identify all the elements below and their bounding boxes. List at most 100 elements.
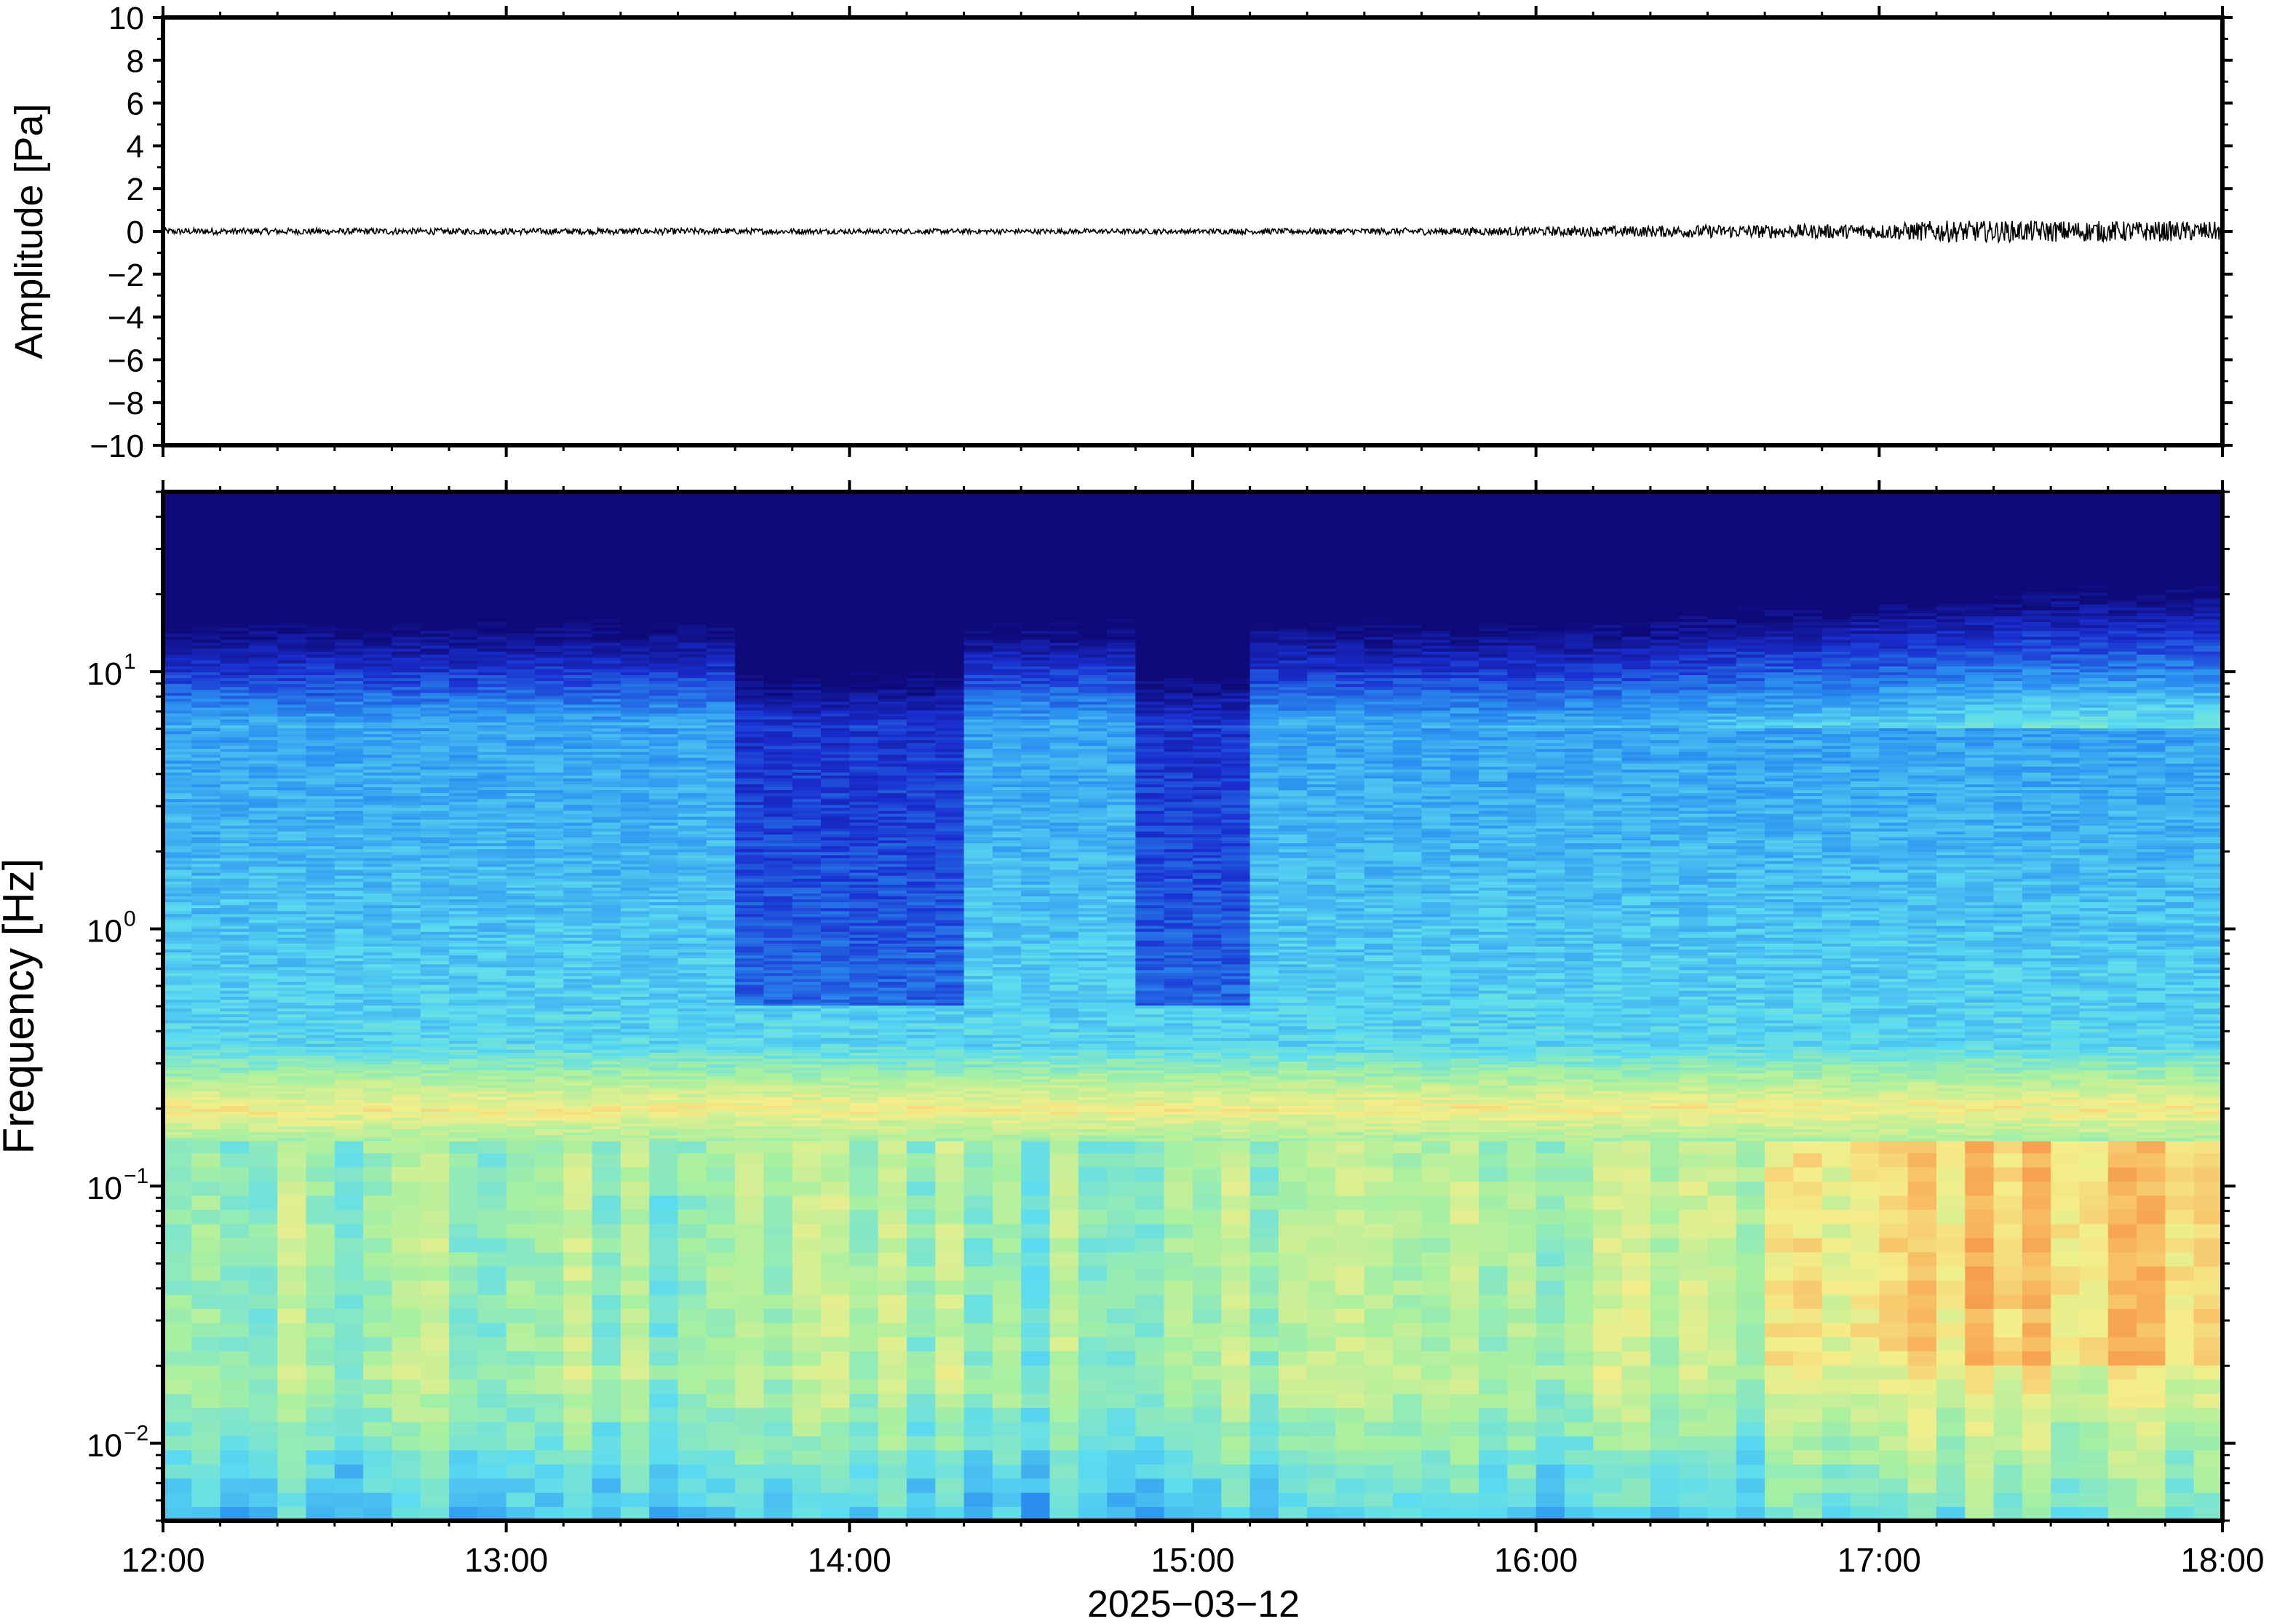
heatmap-cell (620, 1407, 650, 1422)
heatmap-cell (649, 1365, 679, 1380)
heatmap-cell (392, 787, 421, 791)
heatmap-cell (563, 804, 593, 808)
heatmap-cell (420, 565, 450, 569)
heatmap-cell (334, 1209, 364, 1225)
heatmap-cell (477, 669, 507, 672)
heatmap-cell (449, 1129, 478, 1133)
heatmap-cell (306, 857, 335, 861)
heatmap-cell (420, 772, 450, 776)
heatmap-cell (363, 1266, 392, 1281)
heatmap-cell (706, 866, 736, 870)
heatmap-cell (363, 1090, 392, 1094)
heatmap-cell (477, 557, 507, 560)
heatmap-cell (592, 557, 621, 560)
heatmap-cell (563, 498, 593, 501)
heatmap-cell (420, 1478, 450, 1493)
heatmap-cell (363, 1120, 392, 1124)
heatmap-cell (706, 990, 736, 994)
heatmap-cell (592, 1078, 621, 1083)
heatmap-cell (306, 666, 335, 669)
heatmap-cell (191, 789, 221, 794)
heatmap-cell (363, 1251, 392, 1267)
heatmap-cell (592, 1181, 621, 1196)
heatmap-cell (191, 825, 221, 829)
heatmap-cell (363, 633, 392, 637)
heatmap-cell (191, 574, 221, 578)
heatmap-cell (449, 901, 478, 906)
heatmap-cell (592, 1134, 621, 1139)
heatmap-cell (334, 857, 364, 861)
heatmap-cell (306, 754, 335, 758)
heatmap-cell (420, 1166, 450, 1182)
heatmap-cell (535, 710, 564, 714)
heatmap-cell (306, 843, 335, 847)
heatmap-cell (620, 1251, 650, 1267)
heatmap-cell (163, 875, 192, 879)
heatmap-cell (334, 530, 364, 534)
heatmap-cell (277, 545, 307, 549)
heatmap-cell (677, 1449, 707, 1465)
heatmap-cell (420, 648, 450, 652)
heatmap-cell (220, 1102, 250, 1106)
heatmap-cell (220, 683, 250, 688)
heatmap-cell (334, 548, 364, 552)
heatmap-cell (420, 1043, 450, 1047)
heatmap-cell (420, 860, 450, 864)
heatmap-cell (535, 778, 564, 781)
heatmap-cell (449, 1038, 478, 1041)
heatmap-cell (191, 1379, 221, 1394)
heatmap-cell (334, 733, 364, 738)
heatmap-cell (649, 521, 679, 525)
heatmap-cell (449, 890, 478, 893)
heatmap-cell (420, 601, 450, 605)
heatmap-cell (677, 1046, 707, 1050)
heatmap-cell (191, 1294, 221, 1309)
heatmap-cell (563, 509, 593, 513)
heatmap-cell (277, 736, 307, 741)
heatmap-cell (277, 810, 307, 814)
heatmap-cell (563, 1123, 593, 1127)
heatmap-cell (420, 1337, 450, 1352)
heatmap-cell (506, 925, 536, 929)
heatmap-cell (477, 1096, 507, 1100)
heatmap-cell (363, 1464, 392, 1479)
heatmap-cell (477, 978, 507, 982)
heatmap-cell (163, 580, 192, 584)
heatmap-cell (677, 890, 707, 893)
heatmap-cell (420, 972, 450, 976)
heatmap-cell (220, 1002, 250, 1006)
heatmap-cell (620, 1266, 650, 1281)
heatmap-cell (677, 1478, 707, 1493)
heatmap-cell (449, 1055, 478, 1059)
heatmap-cell (506, 958, 536, 962)
heatmap-cell (220, 1064, 250, 1068)
heatmap-cell (449, 706, 478, 711)
heatmap-cell (163, 680, 192, 685)
heatmap-cell (334, 1308, 364, 1324)
heatmap-cell (706, 969, 736, 974)
heatmap-cell (306, 657, 335, 661)
heatmap-cell (535, 1072, 564, 1077)
heatmap-cell (277, 1114, 307, 1118)
heatmap-cell (306, 872, 335, 876)
heatmap-cell (277, 645, 307, 649)
heatmap-cell (248, 1131, 278, 1136)
heatmap-cell (620, 763, 650, 767)
heatmap-cell (506, 706, 536, 711)
heatmap-cell (506, 787, 536, 791)
heatmap-cell (248, 1105, 278, 1109)
heatmap-cell (277, 910, 307, 915)
heatmap-cell (248, 990, 278, 994)
heatmap-cell (449, 1134, 478, 1139)
heatmap-cell (277, 1105, 307, 1109)
heatmap-cell (277, 987, 307, 991)
heatmap-cell (392, 706, 421, 711)
heatmap-cell (220, 907, 250, 912)
heatmap-cell (592, 1025, 621, 1030)
heatmap-cell (277, 495, 307, 498)
heatmap-cell (306, 1052, 335, 1056)
heatmap-cell (363, 828, 392, 832)
heatmap-cell (306, 928, 335, 932)
heatmap-cell (620, 677, 650, 682)
heatmap-cell (677, 524, 707, 528)
